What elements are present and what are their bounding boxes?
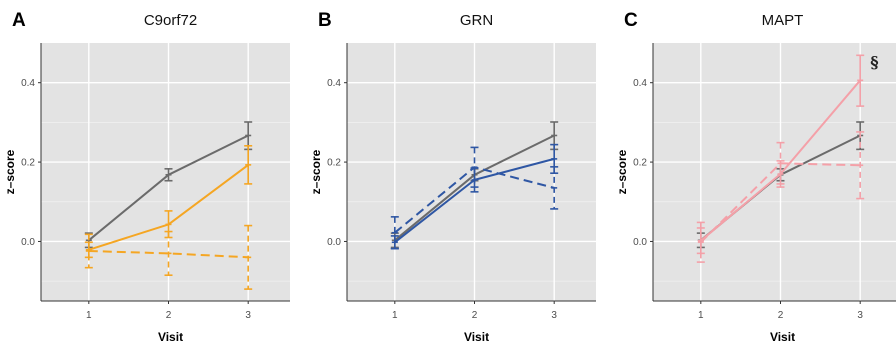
x-tick-label: 1 bbox=[86, 310, 92, 321]
panel-label: A bbox=[12, 10, 26, 31]
x-axis-title: Visit bbox=[770, 330, 795, 344]
y-tick-label: 0.2 bbox=[633, 158, 647, 169]
y-tick-label: 0.0 bbox=[21, 237, 35, 248]
significance-annotation: § bbox=[870, 52, 878, 71]
x-tick-label: 1 bbox=[698, 310, 704, 321]
x-tick-label: 2 bbox=[778, 310, 784, 321]
chart-title: MAPT bbox=[762, 12, 804, 29]
series-line-3 bbox=[88, 250, 249, 259]
x-tick-label: 3 bbox=[857, 310, 863, 321]
y-tick-label: 0.4 bbox=[21, 78, 35, 89]
y-tick-label: 0.4 bbox=[633, 78, 647, 89]
plot-background bbox=[347, 43, 596, 301]
y-tick-label: 0.4 bbox=[327, 78, 341, 89]
panel-label: B bbox=[318, 10, 332, 31]
chart-panel-b: 0.0 0.2 0.4 1 2 3 B GRN Visit z–score bbox=[309, 10, 596, 344]
y-tick-label: 0.2 bbox=[327, 158, 341, 169]
x-tick-label: 1 bbox=[392, 310, 398, 321]
panel-label: C bbox=[624, 10, 638, 31]
y-tick-label: 0.2 bbox=[21, 158, 35, 169]
x-tick-label: 3 bbox=[551, 310, 557, 321]
plot-background bbox=[41, 43, 290, 301]
chart-title: C9orf72 bbox=[144, 12, 197, 29]
x-tick-label: 3 bbox=[245, 310, 251, 321]
chart-panel-c: 0.0 0.2 0.4 1 2 3 § C MAPT Visit z–score bbox=[615, 10, 896, 344]
x-axis-title: Visit bbox=[464, 330, 489, 344]
chart-title: GRN bbox=[460, 12, 493, 29]
y-axis-title: z–score bbox=[615, 149, 629, 194]
y-axis-title: z–score bbox=[3, 149, 17, 194]
x-tick-label: 2 bbox=[472, 310, 478, 321]
chart-panel-a: 0.0 0.2 0.4 1 2 3 A C9orf72 Visit z–score bbox=[3, 10, 290, 344]
y-tick-label: 0.0 bbox=[633, 237, 647, 248]
y-tick-label: 0.0 bbox=[327, 237, 341, 248]
y-axis-title: z–score bbox=[309, 149, 323, 194]
x-tick-label: 2 bbox=[166, 310, 172, 321]
x-axis-title: Visit bbox=[158, 330, 183, 344]
